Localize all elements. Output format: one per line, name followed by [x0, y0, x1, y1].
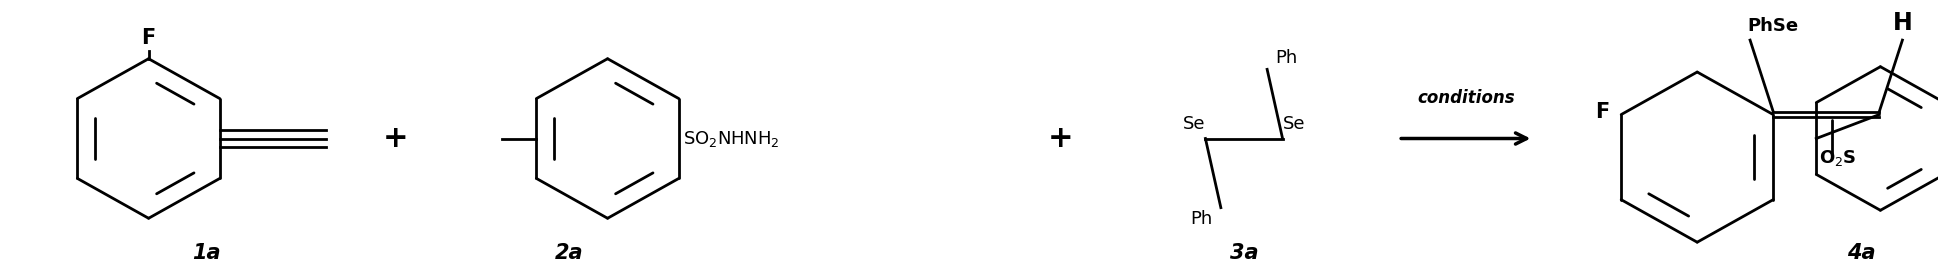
Text: O$_2$S: O$_2$S: [1819, 148, 1856, 168]
Text: 1a: 1a: [193, 243, 220, 263]
Text: 3a: 3a: [1229, 243, 1258, 263]
Text: H: H: [1893, 11, 1913, 35]
Text: +: +: [1048, 124, 1073, 153]
Text: F: F: [142, 28, 156, 48]
Text: 4a: 4a: [1847, 243, 1876, 263]
Text: PhSe: PhSe: [1747, 17, 1798, 35]
Text: Se: Se: [1282, 115, 1305, 133]
Text: $\mathregular{SO_2NHNH_2}$: $\mathregular{SO_2NHNH_2}$: [682, 129, 779, 148]
Text: Ph: Ph: [1276, 49, 1297, 67]
Text: conditions: conditions: [1416, 89, 1516, 107]
Text: Se: Se: [1182, 115, 1206, 133]
Text: F: F: [1595, 102, 1609, 122]
Text: 2a: 2a: [555, 243, 582, 263]
Text: +: +: [382, 124, 409, 153]
Text: Ph: Ph: [1190, 210, 1214, 228]
